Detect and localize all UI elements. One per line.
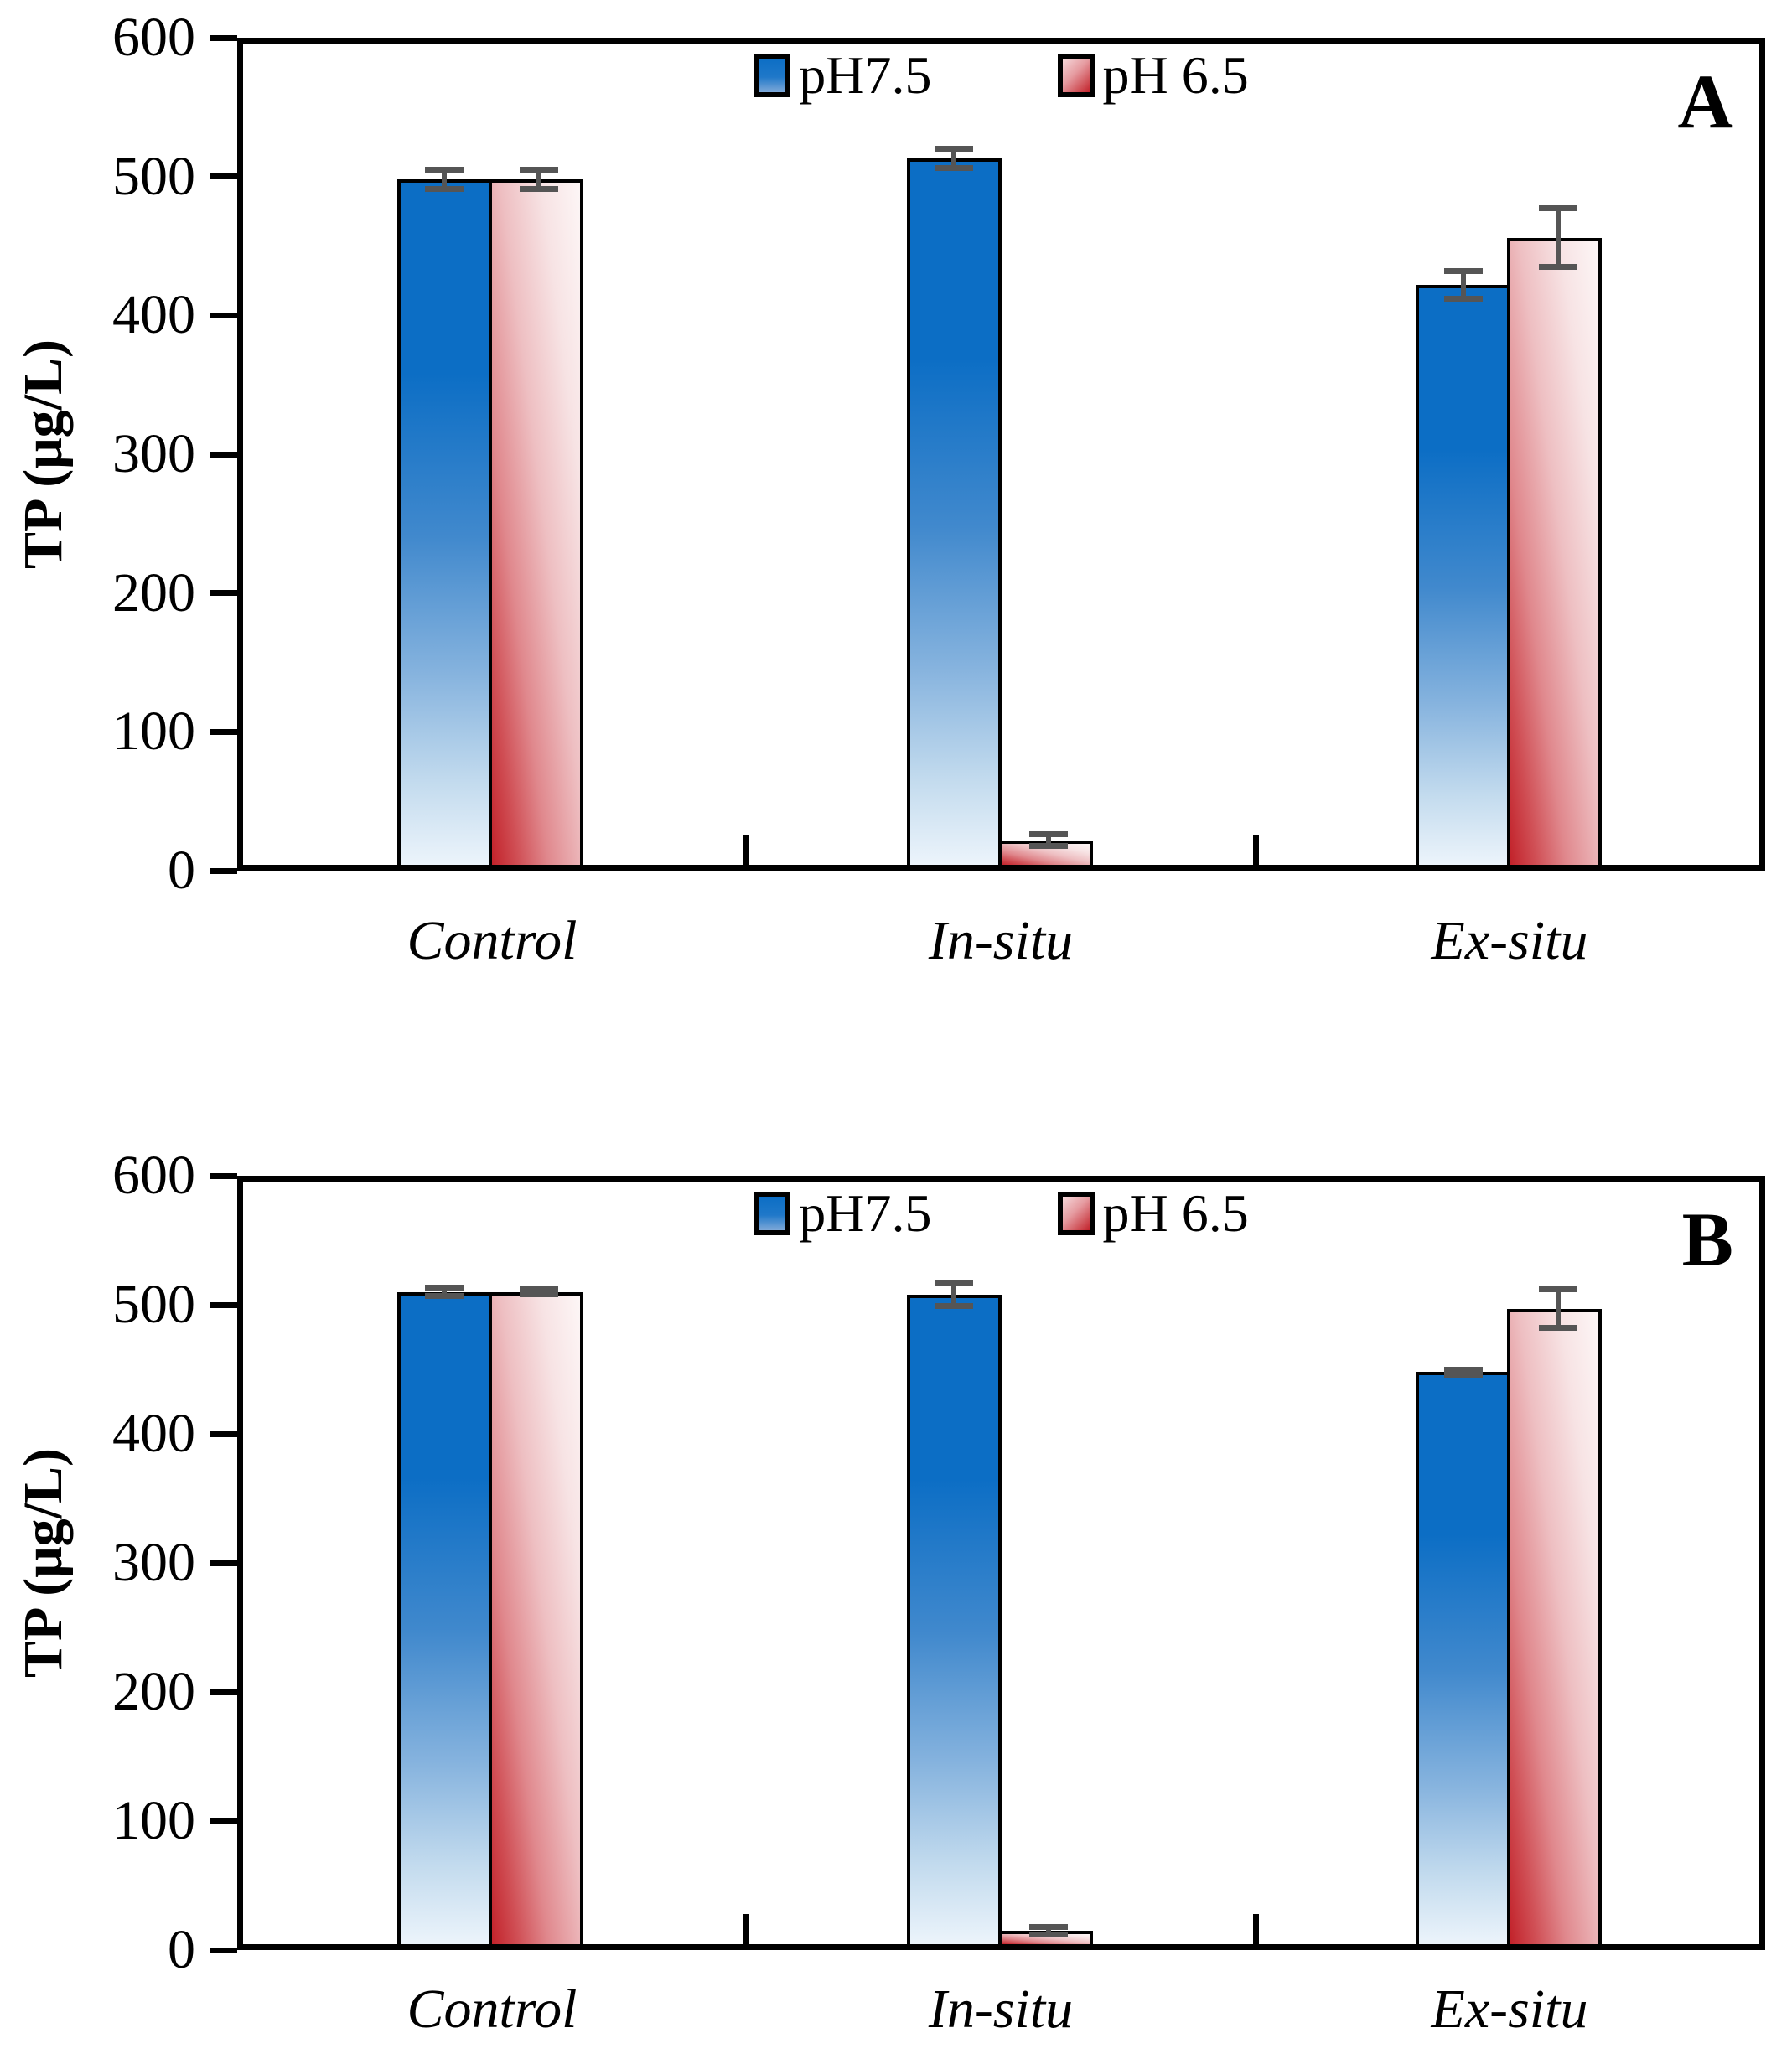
panel-a-bar-exsitu-ph75 — [1416, 284, 1511, 868]
panel-a-y-tick-label: 500 — [112, 145, 195, 207]
panel-b-error-bar — [951, 1282, 956, 1306]
panel-b-y-tick-label: 600 — [112, 1145, 195, 1206]
panel-a-error-cap-top — [520, 166, 559, 173]
panel-b-bar-insitu-ph75 — [906, 1294, 1002, 1948]
panel-a-category-control: Control — [407, 910, 577, 971]
panel-b-error-cap-top — [1029, 1923, 1068, 1930]
panel-a-error-cap-bottom — [1029, 842, 1068, 849]
panel-a-bar-control-ph65 — [488, 178, 583, 868]
panel-a-y-tick-label: 600 — [112, 7, 195, 68]
panel-b-y-tick — [210, 1172, 237, 1179]
panel-b-error-cap-bottom — [1029, 1932, 1068, 1938]
panel-a-error-bar — [536, 169, 542, 189]
panel-a-bar-exsitu-ph65 — [1507, 237, 1603, 868]
panel-b-category-control: Control — [407, 1979, 577, 2040]
legend-item-ph65: pH 6.5 — [1057, 45, 1249, 105]
panel-a-error-bar — [1460, 271, 1466, 299]
panel-a-y-tick — [210, 728, 237, 735]
panel-b-error-cap-top — [935, 1280, 973, 1286]
legend-label-ph75: pH7.5 — [799, 45, 932, 105]
panel-b-y-tick — [210, 1560, 237, 1566]
panel-b-error-cap-bottom — [520, 1291, 559, 1298]
panel-b-y-tick-label: 100 — [112, 1790, 195, 1851]
panel-a-y-tick-label: 300 — [112, 423, 195, 484]
panel-a-category-exsitu: Ex-situ — [1431, 910, 1588, 971]
panel-a-error-cap-bottom — [1538, 263, 1577, 270]
legend-item-ph65: pH 6.5 — [1057, 1183, 1249, 1243]
legend-swatch-ph65 — [1057, 54, 1095, 97]
panel-a-error-bar — [1555, 208, 1561, 267]
panel-a-error-cap-top — [935, 146, 973, 153]
panel-b-error-bar — [442, 1287, 448, 1296]
panel-a-x-boundary-tick — [743, 835, 750, 865]
panel-a-legend: pH7.5 pH 6.5 — [237, 49, 1765, 102]
panel-a-error-cap-bottom — [935, 165, 973, 172]
panel-a-error-bar — [1046, 834, 1051, 846]
panel-b-legend: pH7.5 pH 6.5 — [237, 1187, 1765, 1240]
legend-item-ph75: pH7.5 — [754, 1183, 932, 1243]
panel-b-y-tick-label: 0 — [168, 1919, 195, 1980]
panel-b-y-tick-label: 400 — [112, 1403, 195, 1464]
panel-a-error-cap-bottom — [425, 186, 464, 193]
panel-b-y-tick — [210, 1947, 237, 1953]
panel-a-bar-control-ph75 — [396, 178, 492, 868]
panel-b-category-exsitu: Ex-situ — [1431, 1979, 1588, 2040]
panel-a-error-cap-bottom — [1443, 295, 1483, 302]
panel-b-y-tick — [210, 1818, 237, 1824]
panel-b-bar-exsitu-ph75 — [1416, 1372, 1511, 1948]
panel-b-error-cap-bottom — [1443, 1371, 1483, 1378]
legend-item-ph75: pH7.5 — [754, 45, 932, 105]
panel-b-y-tick-label: 300 — [112, 1532, 195, 1593]
panel-a-y-tick — [210, 173, 237, 180]
panel-b-bar-control-ph75 — [396, 1291, 492, 1948]
panel-a-y-tick-label: 400 — [112, 284, 195, 346]
panel-b-letter: B — [1681, 1197, 1733, 1282]
panel-b-error-bar — [1555, 1289, 1561, 1328]
panel-b-error-cap-bottom — [1538, 1325, 1577, 1332]
panel-b-y-tick-label: 500 — [112, 1274, 195, 1335]
panel-b-error-bar — [1046, 1927, 1051, 1935]
panel-a-x-boundary-tick — [1252, 835, 1259, 865]
panel-a-error-bar — [951, 148, 956, 168]
legend-label-ph65: pH 6.5 — [1102, 45, 1249, 105]
panel-a-error-cap-top — [1538, 205, 1577, 212]
panel-a-y-tick — [210, 590, 237, 597]
panel-b-x-boundary-tick — [1252, 1914, 1259, 1944]
panel-a-error-cap-bottom — [520, 186, 559, 193]
legend-label-ph75: pH7.5 — [799, 1183, 932, 1243]
panel-a-y-tick — [210, 867, 237, 874]
panel-b-y-tick — [210, 1301, 237, 1308]
panel-b-y-tick — [210, 1689, 237, 1695]
panel-b-error-cap-top — [425, 1285, 464, 1291]
panel-b-error-cap-top — [1443, 1366, 1483, 1373]
panel-a-error-cap-top — [1029, 831, 1068, 838]
panel-a-y-tick-label: 0 — [168, 840, 195, 901]
panel-a-error-cap-top — [425, 166, 464, 173]
panel-a-y-tick-label: 100 — [112, 701, 195, 763]
panel-b-error-cap-top — [520, 1286, 559, 1293]
legend-swatch-ph75 — [754, 54, 791, 97]
panel-b-category-insitu: In-situ — [928, 1979, 1074, 2040]
panel-b-error-cap-bottom — [425, 1292, 464, 1299]
panel-b-bar-control-ph65 — [488, 1291, 583, 1948]
panel-b-error-cap-top — [1538, 1286, 1577, 1293]
panel-b-y-tick-label: 200 — [112, 1661, 195, 1722]
panel-b-bar-exsitu-ph65 — [1507, 1308, 1603, 1948]
panel-a-category-insitu: In-situ — [928, 910, 1074, 971]
panel-a-y-tick — [210, 34, 237, 41]
panel-a-y-tick — [210, 312, 237, 318]
panel-b-y-tick — [210, 1430, 237, 1437]
panel-b-error-cap-bottom — [935, 1303, 973, 1310]
legend-swatch-ph65 — [1057, 1192, 1095, 1235]
legend-label-ph65: pH 6.5 — [1102, 1183, 1249, 1243]
panel-a-error-bar — [442, 169, 448, 189]
panel-a-error-cap-top — [1443, 267, 1483, 274]
panel-a-y-tick — [210, 451, 237, 458]
panel-b-x-boundary-tick — [743, 1914, 750, 1944]
panel-a-bar-insitu-ph75 — [906, 158, 1002, 868]
panel-a-letter: A — [1677, 59, 1733, 144]
panel-a-y-tick-label: 200 — [112, 561, 195, 623]
legend-swatch-ph75 — [754, 1192, 791, 1235]
